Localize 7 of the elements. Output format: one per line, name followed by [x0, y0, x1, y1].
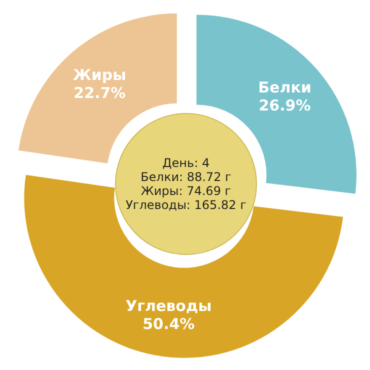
slice-label: Углеводы — [126, 296, 212, 315]
slice-label: Жиры — [73, 66, 126, 84]
center-disc: День: 4 Белки: 88.72 г Жиры: 74.69 г Углеводы: 165.82 г — [115, 113, 257, 255]
data-label: 26.9% — [258, 96, 311, 114]
data-label: 22.7% — [74, 84, 126, 102]
slice-label: Белки — [258, 78, 312, 96]
data-label: 50.4% — [142, 314, 195, 333]
